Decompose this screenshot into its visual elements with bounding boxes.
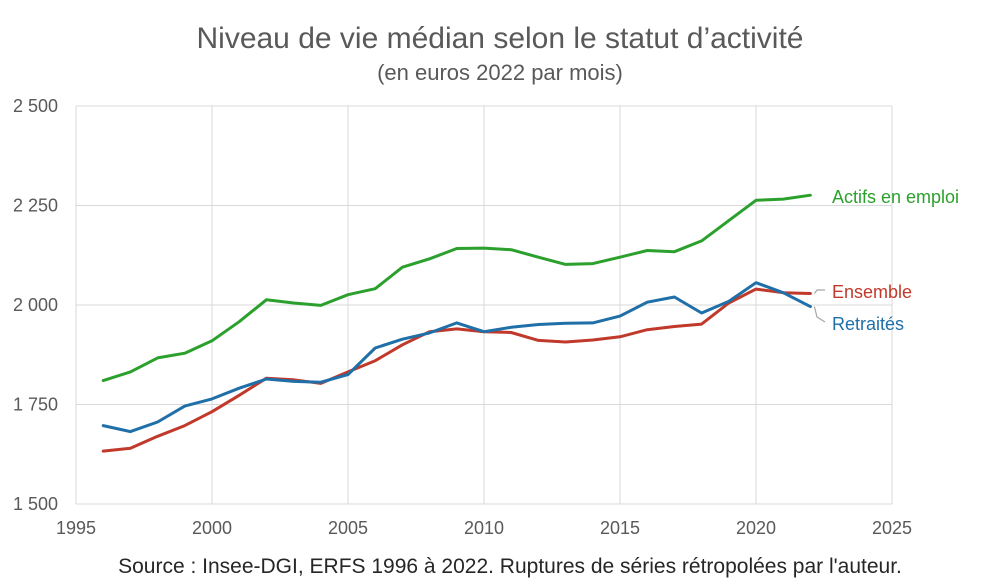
chart-subtitle: (en euros 2022 par mois) (377, 60, 623, 85)
x-tick-label: 2015 (600, 518, 640, 538)
series-line-2 (101, 281, 812, 434)
x-tick-label: 2020 (736, 518, 776, 538)
series-label: Retraités (832, 314, 904, 334)
x-tick-label: 1995 (56, 518, 96, 538)
series-lines (101, 193, 812, 453)
series-line-1 (101, 287, 812, 453)
grid-lines (75, 105, 893, 505)
x-tick-label: 2000 (192, 518, 232, 538)
label-leader-line (813, 306, 826, 323)
label-leader-line (813, 289, 825, 294)
x-tick-label: 2025 (872, 518, 912, 538)
chart-title: Niveau de vie médian selon le statut d’a… (196, 22, 803, 55)
axes: 1 500 1 750 2 000 2 250 2 500 1995 2000 2005 201… (13, 96, 912, 538)
series-label: Actifs en emploi (832, 187, 959, 207)
x-tick-label: 2005 (328, 518, 368, 538)
series-label: Ensemble (832, 282, 912, 302)
series-labels: Actifs en emploi Ensemble Retraités (813, 187, 959, 334)
y-tick-label: 2 250 (13, 196, 58, 216)
y-tick-label: 1 750 (13, 395, 58, 415)
y-tick-label: 1 500 (13, 494, 58, 514)
source-note: Source : Insee-DGI, ERFS 1996 à 2022. Ru… (118, 555, 902, 578)
x-tick-label: 2010 (464, 518, 504, 538)
series-line-0 (101, 193, 812, 383)
y-tick-label: 2 500 (13, 96, 58, 116)
y-tick-label: 2 000 (13, 295, 58, 315)
